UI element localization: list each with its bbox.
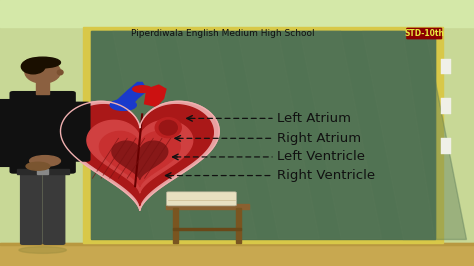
Polygon shape: [61, 101, 219, 210]
Bar: [0, 0, 83, 266]
Ellipse shape: [25, 57, 60, 68]
Ellipse shape: [26, 162, 50, 170]
Bar: [173, 208, 178, 243]
Ellipse shape: [155, 118, 181, 138]
Ellipse shape: [133, 86, 152, 92]
Ellipse shape: [159, 120, 177, 135]
Ellipse shape: [110, 100, 137, 110]
Polygon shape: [425, 31, 466, 239]
Bar: [0, 243, 474, 266]
Polygon shape: [145, 85, 166, 106]
Ellipse shape: [19, 247, 66, 253]
Polygon shape: [237, 31, 382, 239]
Bar: [91, 31, 435, 239]
Bar: [17, 169, 69, 174]
FancyBboxPatch shape: [406, 28, 442, 39]
Text: Right Atrium: Right Atrium: [277, 132, 361, 145]
Bar: [0, 243, 474, 245]
Bar: [166, 204, 249, 209]
Text: Right Ventricle: Right Ventricle: [277, 169, 375, 182]
Text: Piperdiwala English Medium High School: Piperdiwala English Medium High School: [131, 29, 315, 38]
Ellipse shape: [21, 59, 45, 74]
Polygon shape: [87, 120, 193, 193]
FancyBboxPatch shape: [0, 99, 19, 167]
Bar: [37, 169, 48, 174]
Polygon shape: [175, 31, 319, 239]
Bar: [443, 0, 474, 266]
Bar: [236, 208, 241, 243]
Polygon shape: [362, 31, 435, 239]
Ellipse shape: [29, 156, 61, 166]
Text: Left Atrium: Left Atrium: [277, 112, 351, 125]
Polygon shape: [100, 131, 180, 187]
Ellipse shape: [25, 61, 60, 83]
Text: STD-10th: STD-10th: [404, 29, 444, 38]
FancyBboxPatch shape: [20, 170, 43, 245]
Polygon shape: [113, 31, 257, 239]
Text: Left Ventricle: Left Ventricle: [277, 151, 365, 163]
Bar: [83, 27, 443, 243]
FancyBboxPatch shape: [9, 91, 76, 174]
Ellipse shape: [57, 70, 63, 75]
Bar: [441, 98, 451, 114]
Bar: [441, 59, 451, 74]
Bar: [0, 0, 474, 27]
Polygon shape: [114, 82, 147, 106]
Polygon shape: [112, 141, 168, 180]
FancyBboxPatch shape: [166, 192, 237, 206]
Polygon shape: [300, 31, 435, 239]
Polygon shape: [66, 105, 213, 206]
FancyBboxPatch shape: [65, 102, 91, 162]
Polygon shape: [91, 31, 194, 239]
Bar: [173, 228, 241, 230]
Bar: [441, 138, 451, 154]
FancyBboxPatch shape: [43, 170, 65, 245]
Bar: [36, 78, 49, 94]
